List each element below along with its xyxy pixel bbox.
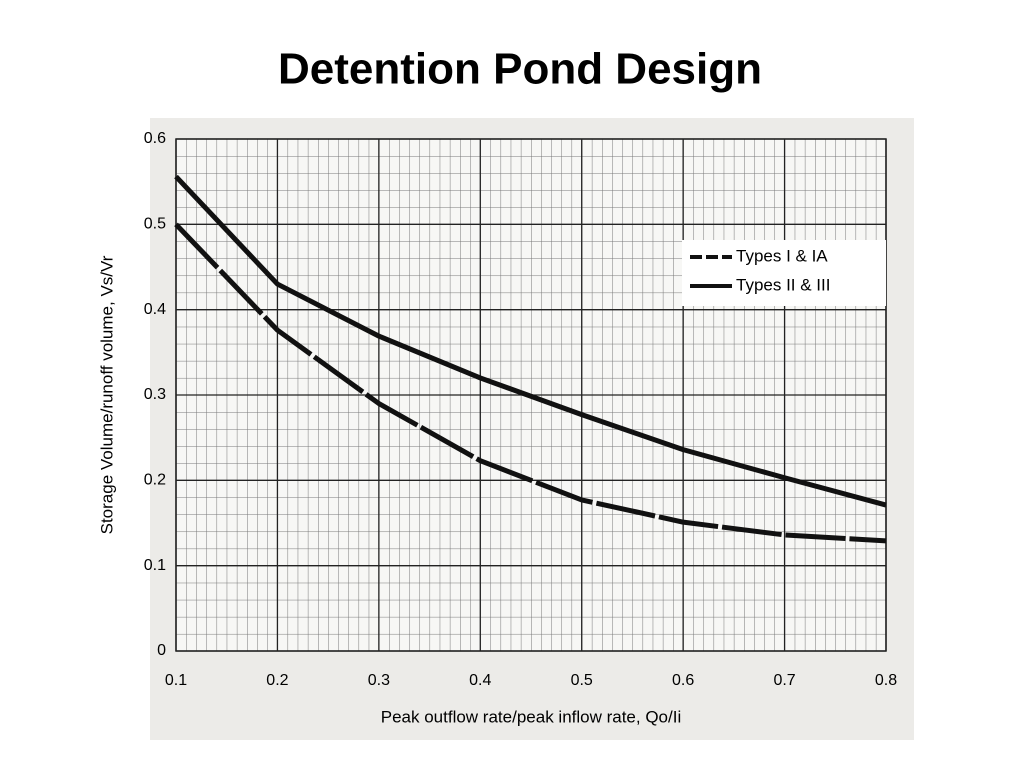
y-tick-label: 0.3 <box>144 386 166 403</box>
series-line <box>174 222 887 544</box>
y-axis-label: Storage Volume/runoff volume, Vs/Vr <box>97 255 116 534</box>
legend-box <box>682 240 886 306</box>
x-tick-label: 0.3 <box>368 672 390 689</box>
x-tick-label: 0.6 <box>672 672 694 689</box>
legend-label: Types I & IA <box>736 246 828 265</box>
y-tick-label: 0.4 <box>144 301 166 318</box>
x-tick-label: 0.4 <box>469 672 491 689</box>
x-tick-label: 0.5 <box>571 672 593 689</box>
x-tick-label: 0.1 <box>165 672 187 689</box>
x-tick-label: 0.8 <box>875 672 897 689</box>
y-tick-label: 0.5 <box>144 216 166 233</box>
legend-label: Types II & III <box>736 275 830 294</box>
y-tick-label: 0.2 <box>144 472 166 489</box>
x-tick-label: 0.2 <box>266 672 288 689</box>
plot-border <box>175 138 887 652</box>
y-tick-label: 0.6 <box>144 130 166 147</box>
chart-title: Detention Pond Design <box>278 45 762 94</box>
x-axis-label: Peak outflow rate/peak inflow rate, Qo/I… <box>381 707 682 726</box>
x-tick-label: 0.7 <box>773 672 795 689</box>
y-tick-label: 0.1 <box>144 557 166 574</box>
series-line <box>174 174 887 508</box>
y-tick-label: 0 <box>157 642 166 659</box>
